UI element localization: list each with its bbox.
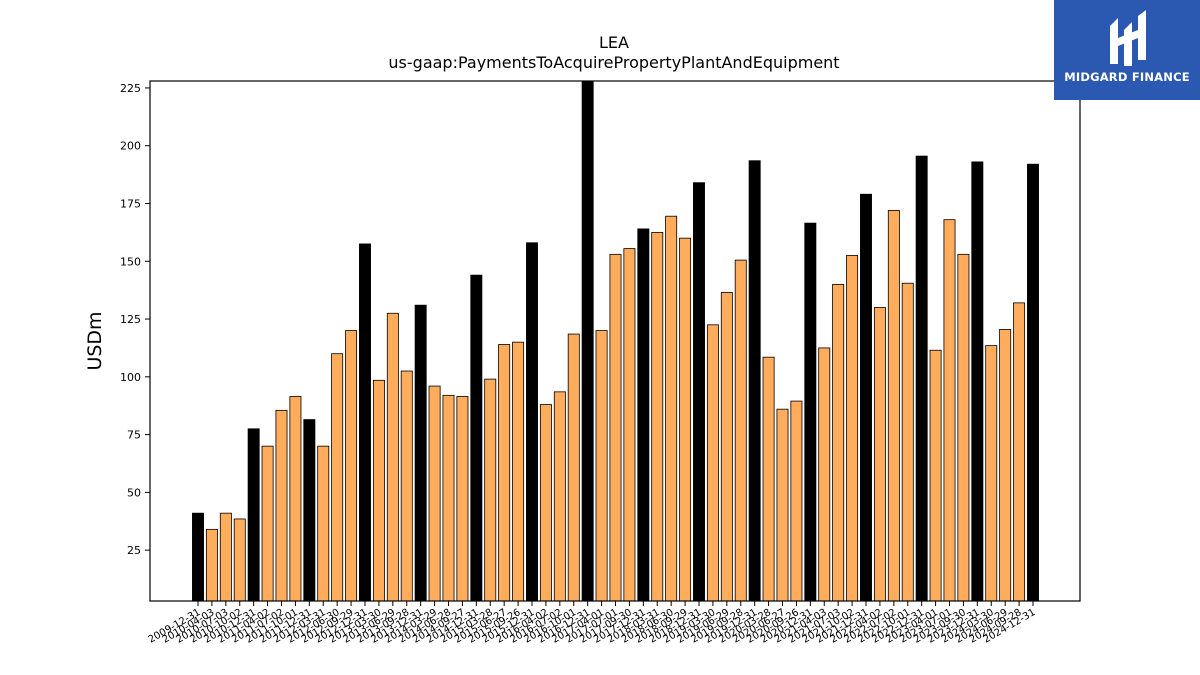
bar-2022-12-31 xyxy=(915,155,928,602)
bar-2011-12-31 xyxy=(303,419,316,602)
bar-2023-04-01 xyxy=(929,349,942,602)
y-tick-label: 175 xyxy=(120,197,141,210)
bar-2011-07-02 xyxy=(275,409,288,602)
bar-2018-03-31 xyxy=(651,231,664,602)
bar-2010-10-02 xyxy=(233,518,246,602)
logo-text: MIDGARD FINANCE xyxy=(1064,70,1190,84)
bar-2020-12-31 xyxy=(804,222,817,602)
bar-2010-12-31 xyxy=(247,428,260,602)
bar-2018-06-30 xyxy=(665,215,678,602)
y-tick-label: 225 xyxy=(120,82,141,95)
bar-2014-09-27 xyxy=(456,396,469,602)
bar-2019-06-29 xyxy=(720,292,733,602)
bar-2023-12-31 xyxy=(971,161,984,602)
bar-2015-09-26 xyxy=(512,341,525,602)
bar-2021-07-03 xyxy=(832,283,845,602)
bar-2015-03-28 xyxy=(484,378,497,602)
midgard-logo-icon xyxy=(1110,10,1146,66)
y-tick-label: 150 xyxy=(120,255,141,268)
plot-frame xyxy=(149,80,1081,602)
bar-2021-10-02 xyxy=(846,255,859,602)
y-tick-label: 100 xyxy=(120,371,141,384)
bar-2024-09-28 xyxy=(1013,302,1026,602)
bar-2014-12-31 xyxy=(470,274,483,602)
bar-2024-12-31 xyxy=(1027,163,1039,602)
chart-title: LEA xyxy=(599,33,629,52)
bar-2011-04-02 xyxy=(261,445,274,602)
bar-2024-06-29 xyxy=(999,329,1012,602)
bar-2013-12-31 xyxy=(414,304,427,602)
bar-2023-07-01 xyxy=(943,219,956,602)
bar-2012-12-31 xyxy=(359,243,371,602)
bar-2022-04-02 xyxy=(873,307,886,602)
bar-2020-03-28 xyxy=(762,356,775,602)
bar-2014-06-28 xyxy=(442,394,455,602)
bar-2016-10-01 xyxy=(567,333,580,602)
bars-group xyxy=(192,80,1039,602)
bar-2018-12-31 xyxy=(693,182,705,602)
bar-2021-04-03 xyxy=(818,347,831,602)
x-ticks-group: 2009-12-312010-04-032010-07-032010-10-02… xyxy=(147,601,1038,646)
bar-2022-07-02 xyxy=(887,210,900,602)
bar-2013-03-30 xyxy=(372,379,385,602)
bar-2017-09-30 xyxy=(623,248,636,602)
bar-2012-03-31 xyxy=(317,445,330,602)
bar-2021-12-31 xyxy=(860,193,872,602)
bar-2011-10-01 xyxy=(289,396,302,602)
y-tick-label: 200 xyxy=(120,140,141,153)
bar-2022-10-01 xyxy=(901,282,914,602)
bar-2019-09-28 xyxy=(734,259,747,602)
bar-2010-04-03 xyxy=(205,528,218,602)
bar-2024-03-30 xyxy=(985,345,998,602)
bar-2018-09-29 xyxy=(679,237,692,602)
bar-2013-06-29 xyxy=(386,312,399,602)
bar-2014-03-29 xyxy=(428,385,441,602)
y-tick-label: 25 xyxy=(127,544,141,557)
bar-2020-09-26 xyxy=(790,400,803,602)
brand-logo: MIDGARD FINANCE xyxy=(1054,0,1200,100)
y-ticks-group: 25 50 75 100 125 150 175 200 225 xyxy=(120,82,150,557)
chart-subtitle: us-gaap:PaymentsToAcquirePropertyPlantAn… xyxy=(388,53,839,72)
bar-2015-12-31 xyxy=(526,242,538,602)
y-tick-label: 125 xyxy=(120,313,141,326)
bar-2017-07-01 xyxy=(609,253,622,602)
bar-2017-12-31 xyxy=(637,228,650,602)
y-tick-label: 75 xyxy=(127,429,141,442)
bar-2023-09-30 xyxy=(957,253,970,602)
bar-2019-12-31 xyxy=(748,160,761,602)
bar-2012-06-30 xyxy=(331,353,344,602)
bar-2012-09-29 xyxy=(345,330,358,602)
bar-2020-06-27 xyxy=(776,408,789,602)
bar-2019-03-30 xyxy=(706,324,719,602)
bar-2015-06-27 xyxy=(498,344,511,602)
bar-2016-07-02 xyxy=(553,391,566,602)
bar-2016-04-02 xyxy=(539,404,552,602)
bar-2013-09-28 xyxy=(400,370,413,602)
bar-2017-04-01 xyxy=(595,330,608,602)
y-tick-label: 50 xyxy=(127,486,141,499)
y-axis-label: USDm xyxy=(84,311,106,370)
bar-2010-07-03 xyxy=(219,512,232,602)
bar-2016-12-31 xyxy=(581,80,594,602)
bar-2009-12-31 xyxy=(192,512,204,602)
